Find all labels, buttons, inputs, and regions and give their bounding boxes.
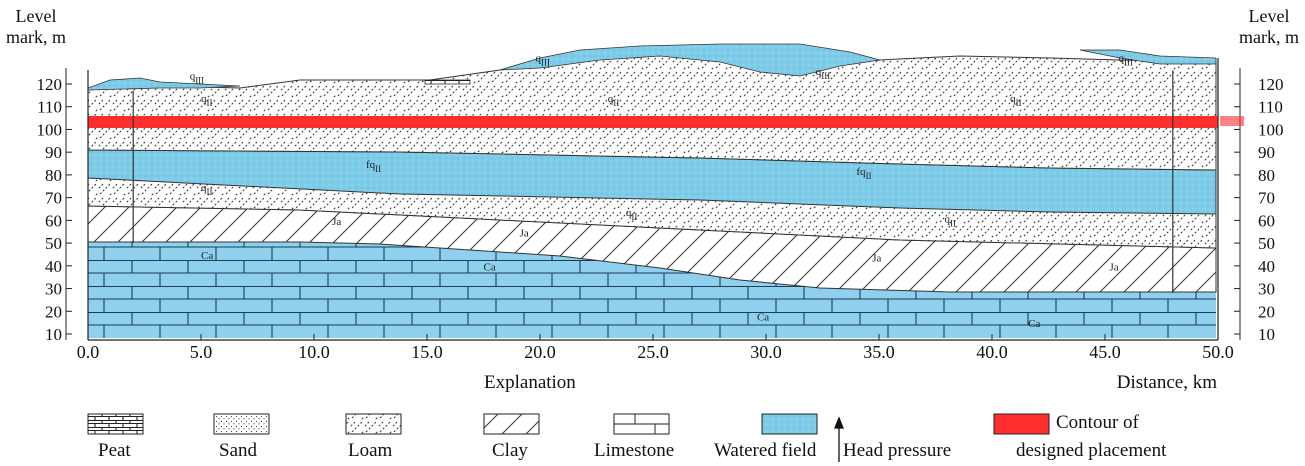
- x-tick-label: 40.0: [976, 342, 1008, 362]
- x-tick-label: 0.0: [77, 342, 100, 362]
- y-ticks-right: 10 20 30 40 50 60 70 80 90 100 110 120: [1234, 75, 1284, 344]
- legend-swatch-water: [761, 413, 818, 435]
- legend-label-sand: Sand: [219, 440, 257, 461]
- y-ticks-left: 10 20 30 40 50 60 70 80 90 100 110 120: [37, 75, 72, 344]
- y-tick-right-label: 10: [1258, 325, 1275, 344]
- y-axis-label-right-line1: Level: [1248, 6, 1290, 26]
- layer-label: qII: [1010, 93, 1022, 108]
- y-tick-left-label: 80: [45, 166, 62, 185]
- y-axis-label-right: Level mark, m: [1239, 6, 1299, 48]
- y-tick-left-label: 70: [45, 189, 62, 208]
- legend-swatch-loam: [345, 413, 402, 435]
- y-tick-left-label: 20: [45, 302, 62, 321]
- layer-label: Ca: [201, 250, 213, 262]
- legend-swatches: [87, 413, 1050, 462]
- legend-swatch-clay: [483, 413, 540, 435]
- legend-swatch-sand: [213, 413, 270, 435]
- legend-title: Explanation: [484, 372, 576, 393]
- peat-lens: [424, 79, 471, 85]
- layer-label: Ca: [1028, 318, 1040, 330]
- legend-label-head-pressure: Head pressure: [843, 440, 952, 461]
- y-tick-left-label: 110: [37, 98, 62, 117]
- y-tick-right-label: 50: [1258, 234, 1275, 253]
- y-tick-right-label: 20: [1258, 302, 1275, 321]
- x-tick-label: 30.0: [750, 342, 782, 362]
- x-tick-label: 15.0: [411, 342, 443, 362]
- y-tick-left-label: 100: [37, 120, 63, 139]
- x-tick-label: 5.0: [190, 342, 213, 362]
- legend-swatch-limestone-lines: [614, 414, 669, 434]
- y-tick-right-label: 40: [1258, 257, 1275, 276]
- x-tick-label: 10.0: [298, 342, 330, 362]
- layer-label: qII: [201, 93, 213, 108]
- y-tick-right-label: 100: [1258, 120, 1284, 139]
- surface-water-left: [88, 77, 241, 91]
- y-tick-left-label: 40: [45, 257, 62, 276]
- y-tick-right-label: 70: [1258, 189, 1275, 208]
- y-tick-right-label: 80: [1258, 166, 1275, 185]
- legend-label-contour-line2: designed placement: [1016, 440, 1167, 461]
- x-tick-label: 50.0: [1202, 342, 1234, 362]
- y-tick-right-label: 120: [1258, 75, 1284, 94]
- layer-label: qII: [201, 182, 213, 197]
- legend-label-watered-field: Watered field: [714, 440, 817, 461]
- layer-label: fqII: [856, 166, 871, 181]
- x-ticks: 0.0 5.0 10.0 15.0 20.0 25.0 30.0 35.0 40.0 45.0 50…: [77, 334, 1234, 362]
- y-axis-label-left-line2: mark, m: [6, 27, 66, 47]
- y-axis-label-right-line2: mark, m: [1239, 27, 1299, 47]
- layer-label: qIII: [1119, 52, 1134, 67]
- layer-labels: qIII qII qIII qII qIII qII qIII fqII fqII qII qII q…: [190, 52, 1133, 330]
- limestone-body: [88, 242, 1216, 337]
- x-tick-label: 45.0: [1089, 342, 1121, 362]
- y-tick-right-label: 60: [1258, 211, 1275, 230]
- boreholes: [132, 70, 1174, 294]
- legend-swatch-head-pressure-arrow: [834, 416, 844, 462]
- surface-water-right: [1079, 49, 1217, 65]
- y-tick-left-label: 30: [45, 280, 62, 299]
- y-tick-right-label: 110: [1258, 98, 1283, 117]
- layer-label: Ja: [520, 227, 529, 239]
- y-tick-right-label: 90: [1258, 143, 1275, 162]
- layer-label: Ja: [1110, 261, 1119, 273]
- y-tick-left-label: 60: [45, 211, 62, 230]
- y-tick-right-label: 30: [1258, 280, 1275, 299]
- layer-label: fqII: [366, 159, 381, 174]
- y-axis-label-left-line1: Level: [15, 6, 57, 26]
- y-tick-left-label: 10: [45, 325, 62, 344]
- legend-label-clay: Clay: [492, 440, 528, 461]
- x-tick-label: 35.0: [863, 342, 895, 362]
- y-axis-label-left: Level mark, m: [6, 6, 66, 48]
- legend-label-loam: Loam: [348, 440, 393, 461]
- legend-label-limestone: Limestone: [594, 440, 675, 461]
- surface-water-middle: [499, 43, 881, 77]
- head-pressure-marker: [1220, 116, 1244, 126]
- y-tick-left-label: 120: [37, 75, 63, 94]
- layer-label: Ca: [757, 311, 769, 323]
- layer-label: qIII: [190, 70, 205, 85]
- designed-placement-contour: [88, 116, 1218, 128]
- x-tick-label: 20.0: [524, 342, 556, 362]
- layer-label: qII: [945, 214, 957, 229]
- legend-label-peat: Peat: [98, 440, 131, 461]
- layer-label: qIII: [535, 52, 550, 67]
- layer-label: qIII: [816, 66, 831, 81]
- layer-label: Ca: [484, 261, 496, 273]
- y-tick-left-label: 90: [45, 143, 62, 162]
- legend-swatch-contour: [993, 413, 1050, 435]
- y-tick-left-label: 50: [45, 234, 62, 253]
- layer-label: Ja: [332, 216, 341, 228]
- layer-label: qII: [626, 207, 638, 222]
- legend-label-contour-line1: Contour of: [1056, 412, 1139, 433]
- layer-label: Ja: [872, 252, 881, 264]
- legend-swatch-peat: [87, 413, 144, 435]
- x-tick-label: 25.0: [637, 342, 669, 362]
- layer-label: qII: [608, 93, 620, 108]
- x-axis-label: Distance, km: [1116, 372, 1217, 393]
